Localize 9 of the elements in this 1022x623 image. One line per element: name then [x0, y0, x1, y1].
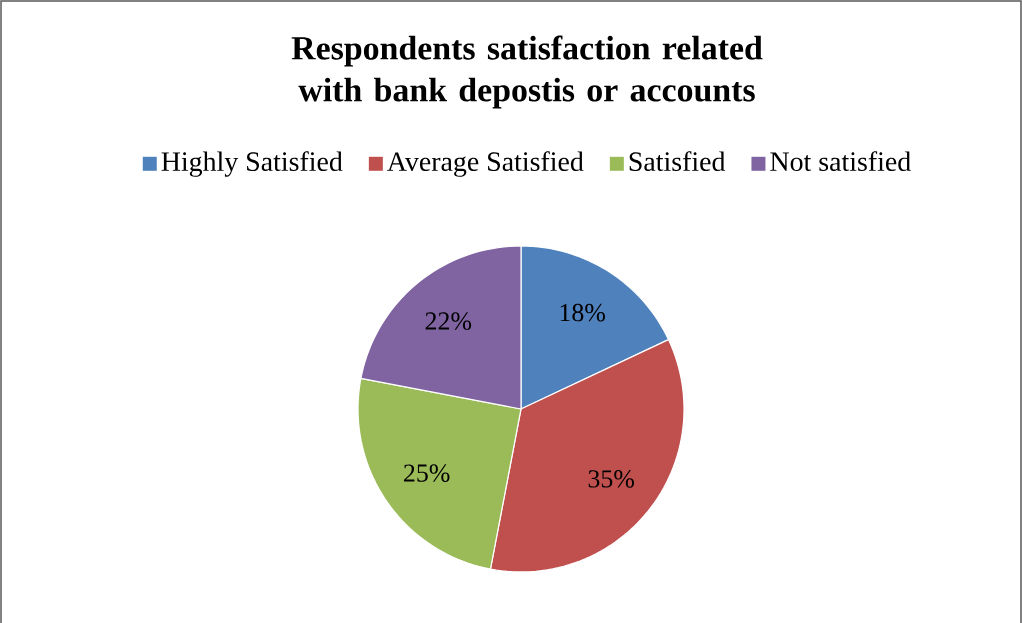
legend-label: Highly Satisfied: [161, 151, 343, 177]
legend-label: Average Satisfied: [387, 151, 584, 177]
data-label: 25%: [404, 464, 450, 482]
data-label: 35%: [588, 470, 635, 488]
legend-label: Not satisfied: [770, 151, 911, 172]
data-label: 22%: [425, 312, 472, 330]
legend-label: Satisfied: [629, 151, 726, 172]
data-label: 18%: [560, 303, 605, 322]
chart-title: Respondents satisfaction related with bank depostis or accounts: [291, 35, 763, 109]
